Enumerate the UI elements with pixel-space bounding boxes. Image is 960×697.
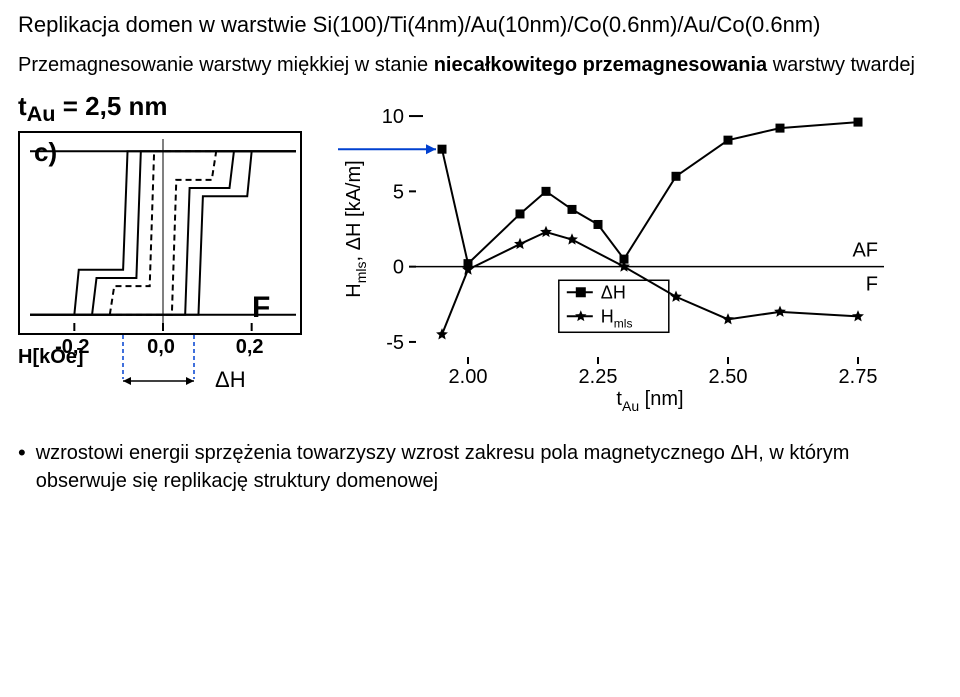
svg-text:AF: AF bbox=[852, 240, 878, 262]
bullet-item: • wzrostowi energii sprzężenia towarzysz… bbox=[18, 439, 918, 495]
figure-row: tAu = 2,5 nm c)F -0,20,00,2 ΔH H[kOe] -5… bbox=[18, 91, 942, 411]
svg-text:Hmls: Hmls bbox=[601, 306, 633, 330]
tau-eq: = 2,5 nm bbox=[56, 91, 168, 121]
dH-anno: ΔH bbox=[215, 367, 246, 392]
subtitle: Przemagnesowanie warstwy miękkiej w stan… bbox=[18, 52, 942, 79]
left-hysteresis-plot: c)F bbox=[18, 131, 302, 335]
svg-text:ΔH: ΔH bbox=[601, 282, 626, 302]
svg-text:2.00: 2.00 bbox=[449, 366, 488, 388]
bullet-text: wzrostowi energii sprzężenia towarzyszy … bbox=[36, 439, 918, 495]
page-title: Replikacja domen w warstwie Si(100)/Ti(4… bbox=[18, 12, 942, 38]
svg-text:2.75: 2.75 bbox=[839, 366, 878, 388]
svg-text:Hmls, ΔH [kA/m]: Hmls, ΔH [kA/m] bbox=[343, 160, 369, 297]
left-column: tAu = 2,5 nm c)F -0,20,00,2 ΔH H[kOe] bbox=[18, 91, 318, 369]
right-chart: -5 0 5 10 2.00 2.25 2.50 2.75 Hmls, ΔH [kA/m] tAu… bbox=[338, 91, 898, 411]
svg-text:tAu [nm]: tAu [nm] bbox=[616, 388, 683, 411]
tau-t: t bbox=[18, 91, 27, 121]
svg-text:F: F bbox=[252, 291, 270, 324]
svg-text:0: 0 bbox=[393, 257, 404, 279]
svg-text:5: 5 bbox=[393, 181, 404, 203]
svg-text:10: 10 bbox=[382, 106, 404, 128]
svg-text:-5: -5 bbox=[386, 332, 404, 354]
subtitle-pre: Przemagnesowanie warstwy miękkiej w stan… bbox=[18, 54, 434, 76]
right-plot-svg: -5 0 5 10 2.00 2.25 2.50 2.75 Hmls, ΔH [kA/m] tAu… bbox=[338, 91, 898, 411]
svg-text:2.25: 2.25 bbox=[579, 366, 618, 388]
left-plot-svg: c)F bbox=[20, 133, 300, 333]
svg-text:0,2: 0,2 bbox=[236, 336, 264, 358]
subtitle-post: warstwy twardej bbox=[767, 54, 915, 76]
svg-text:F: F bbox=[866, 274, 878, 296]
subtitle-bold: niecałkowitego przemagnesowania bbox=[434, 54, 767, 76]
bullet-dot: • bbox=[18, 439, 26, 468]
svg-text:0,0: 0,0 bbox=[147, 336, 175, 358]
tau-label: tAu = 2,5 nm bbox=[18, 91, 318, 127]
tau-sub: Au bbox=[27, 101, 56, 126]
svg-text:2.50: 2.50 bbox=[709, 366, 748, 388]
